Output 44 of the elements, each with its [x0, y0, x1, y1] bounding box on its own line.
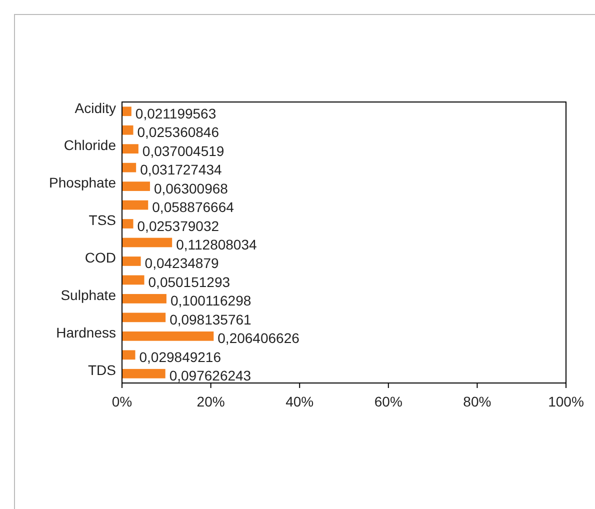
y-tick-label: Sulphate	[60, 287, 116, 304]
bar	[122, 238, 172, 248]
data-label: 0,031727434	[140, 162, 222, 178]
bar	[122, 182, 150, 191]
bar	[122, 331, 214, 341]
data-label: 0,050151293	[148, 274, 230, 290]
y-tick-label: Phosphate	[49, 174, 116, 191]
bar	[122, 256, 141, 266]
y-tick-label: TSS	[88, 212, 116, 228]
x-tick-label: 100%	[548, 393, 584, 410]
bar	[122, 219, 134, 228]
bar	[122, 275, 144, 285]
x-tick-label: 20%	[196, 393, 225, 410]
x-tick-label: 40%	[286, 393, 314, 410]
bar	[122, 144, 138, 154]
y-tick-label: Hardness	[56, 324, 116, 341]
data-label: 0,025379032	[137, 218, 220, 234]
y-tick-label: TDS	[88, 362, 116, 378]
data-label: 0,058876664	[152, 199, 234, 216]
data-label: 0,037004519	[142, 142, 224, 159]
x-tick-label: 0%	[112, 393, 132, 410]
bar	[122, 312, 166, 322]
y-tick-label: Acidity	[74, 100, 116, 116]
data-label: 0,206406626	[218, 330, 300, 346]
data-label: 0,04234879	[144, 255, 219, 272]
bar	[122, 200, 148, 210]
x-tick-label: 80%	[463, 393, 492, 410]
y-tick-label: Chloride	[64, 137, 116, 154]
data-label: 0,025360846	[137, 124, 220, 140]
x-tick-label: 60%	[374, 393, 402, 410]
data-label: 0,100116298	[170, 292, 252, 309]
bar	[122, 294, 166, 304]
data-label: 0,097626243	[169, 368, 252, 384]
bar	[122, 162, 136, 172]
data-label: 0,098135761	[170, 311, 252, 328]
bar	[122, 125, 134, 135]
data-label: 0,029849216	[139, 348, 222, 365]
y-tick-label: COD	[84, 250, 116, 266]
data-label: 0,112808034	[176, 236, 258, 252]
bar	[122, 106, 132, 116]
data-label: 0,021199563	[135, 105, 216, 122]
bar	[122, 350, 136, 360]
bar	[122, 368, 166, 378]
data-label: 0,06300968	[154, 180, 228, 196]
